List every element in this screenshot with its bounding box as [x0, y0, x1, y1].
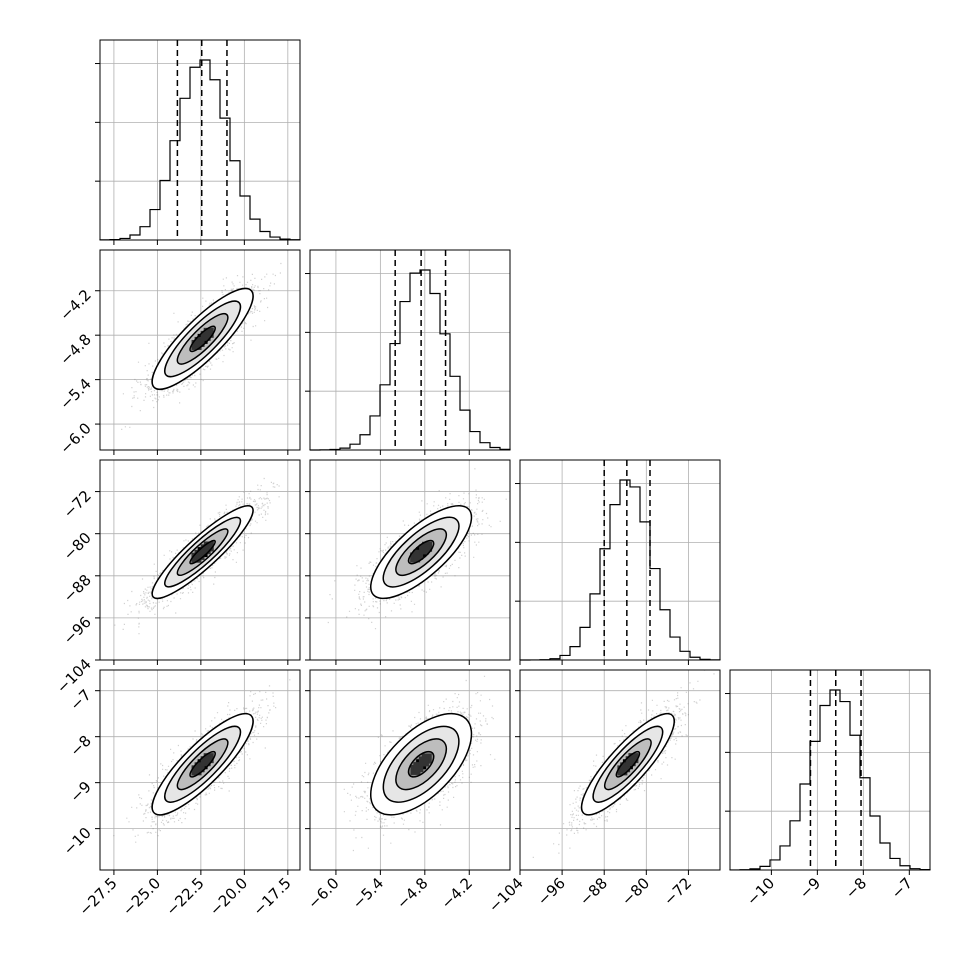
x-tick-label: −88	[576, 874, 611, 909]
contour-line	[369, 505, 473, 600]
x-tick-label: −7	[888, 874, 916, 902]
density-peak	[413, 549, 424, 560]
density-frame-1-2	[309, 459, 511, 661]
contour-line	[151, 505, 254, 600]
contour-line	[164, 300, 242, 378]
panels: −10 −9 −8 −7−6.0−5.4−4.8−4.2−104−96−88−80−7…	[53, 39, 931, 919]
x-tick-label: −4.2	[438, 874, 476, 912]
scatter-points	[532, 670, 715, 858]
x-tick-label: −8	[842, 874, 870, 902]
density-peak	[620, 762, 631, 773]
x-tick-label: −22.5	[162, 874, 207, 919]
density-frame-2-3	[519, 669, 721, 871]
contour-line	[164, 516, 242, 588]
contour-line	[164, 725, 242, 803]
histogram-1	[309, 269, 511, 451]
density-peak	[200, 756, 211, 767]
contour-line	[151, 287, 254, 391]
density-peak	[419, 544, 430, 555]
density-frame-1-3	[309, 669, 511, 871]
density-panel-0-2	[100, 460, 300, 660]
x-tick-label: −9	[796, 874, 824, 902]
x-tick-label: −4.8	[393, 874, 431, 912]
density-peak	[194, 336, 205, 347]
histogram-2	[519, 479, 721, 661]
contour-line	[580, 712, 675, 816]
y-tick-label: −4.2	[56, 286, 94, 324]
histogram-0	[99, 59, 301, 241]
x-tick-label: −17.5	[249, 874, 294, 919]
contour-line	[369, 712, 473, 816]
contour-line	[151, 712, 254, 816]
x-tick-label: −6.0	[304, 874, 342, 912]
histogram-panel-3	[729, 669, 931, 871]
contour-line	[176, 528, 229, 577]
contour-line	[395, 528, 448, 577]
x-tick-label: −10	[743, 874, 778, 909]
y-tick-label: −8	[66, 732, 94, 760]
x-tick-label: −104	[485, 874, 527, 916]
contour-line	[603, 738, 652, 791]
contour-line	[407, 539, 435, 565]
x-tick-label: −27.5	[76, 874, 121, 919]
histogram-panel-1	[309, 249, 511, 451]
density-peak	[418, 756, 429, 767]
density-peak	[413, 762, 424, 773]
contour-line	[592, 725, 664, 803]
density-frame-0-1	[99, 249, 301, 451]
y-tick-label: −5.4	[56, 375, 94, 413]
density-peak	[194, 549, 205, 560]
density-panel-1-3	[310, 670, 510, 870]
contour-line	[382, 725, 460, 803]
density-panel-0-1	[100, 250, 300, 450]
y-tick-label: −4.8	[56, 330, 94, 368]
contour-line	[382, 516, 460, 588]
density-panel-1-2	[310, 460, 510, 660]
y-tick-label: −72	[60, 487, 95, 522]
contour-line	[176, 312, 229, 365]
y-tick-label: −9	[66, 778, 94, 806]
x-tick-label: −5.4	[349, 874, 387, 912]
contour-line	[189, 325, 216, 353]
density-peak	[194, 762, 205, 773]
x-tick-label: −72	[660, 874, 695, 909]
density-peak	[200, 544, 211, 555]
x-tick-label: −20.0	[206, 874, 251, 919]
x-tick-label: −96	[534, 874, 569, 909]
contour-line	[176, 738, 229, 791]
density-frame-0-2	[99, 459, 301, 661]
y-tick-label: −104	[53, 655, 95, 697]
density-frame-0-3	[99, 669, 301, 871]
contour-line	[407, 750, 435, 778]
histogram-3	[729, 689, 931, 871]
density-peak	[200, 330, 211, 341]
density-peak	[625, 756, 636, 767]
y-tick-label: −10	[60, 824, 95, 859]
contour-line	[189, 750, 216, 778]
histogram-panel-0	[99, 39, 301, 241]
contour-line	[189, 539, 216, 565]
y-tick-label: −96	[60, 613, 95, 648]
x-tick-label: −25.0	[119, 874, 164, 919]
x-tick-label: −80	[618, 874, 653, 909]
y-tick-label: −88	[60, 571, 95, 606]
histogram-panel-2	[519, 459, 721, 661]
contour-line	[615, 750, 641, 778]
contour-line	[395, 738, 448, 791]
y-tick-label: −6.0	[56, 419, 94, 457]
y-tick-label: −80	[60, 529, 95, 564]
density-panel-2-3	[520, 670, 720, 870]
density-panel-0-3	[100, 670, 300, 870]
